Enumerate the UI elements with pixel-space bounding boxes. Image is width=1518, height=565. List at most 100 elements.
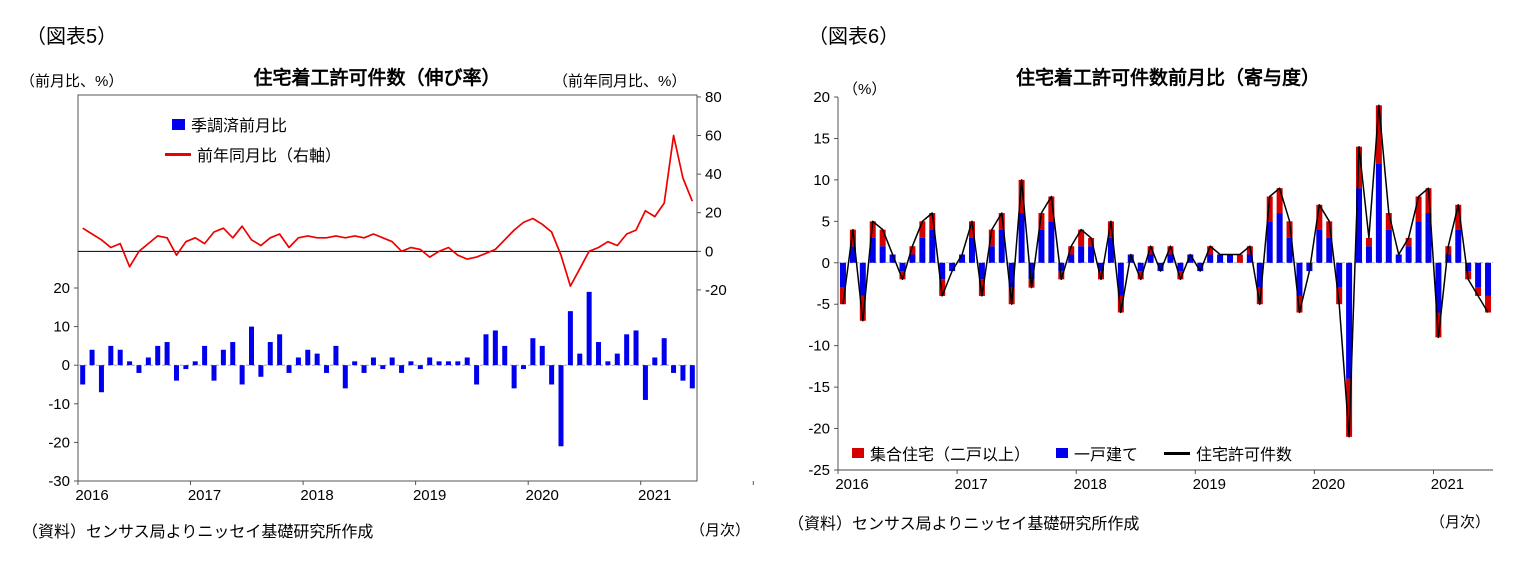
- bar: [586, 291, 592, 366]
- bar-multi: [1078, 229, 1085, 247]
- bar: [183, 365, 189, 370]
- fig5-legend-bar-label: 季調済前月比: [191, 118, 288, 135]
- bar: [324, 365, 330, 373]
- bar: [661, 338, 667, 366]
- bar: [295, 357, 301, 366]
- bar-multi: [1236, 254, 1243, 263]
- bar-multi: [849, 229, 856, 247]
- blue-bar-swatch-icon: [172, 118, 185, 130]
- bar-single: [1435, 262, 1442, 313]
- bar-multi: [1207, 246, 1214, 255]
- bar-multi: [1346, 378, 1353, 437]
- blue-bar-swatch-icon: [1056, 448, 1069, 458]
- bar-multi: [1147, 246, 1154, 255]
- bar: [399, 365, 405, 373]
- bar-single: [1445, 254, 1452, 263]
- bar-single: [929, 229, 936, 263]
- bar: [596, 342, 602, 366]
- bar-multi: [1117, 295, 1124, 313]
- bar: [474, 365, 480, 385]
- bar-single: [1425, 213, 1432, 263]
- bar-single: [879, 246, 886, 263]
- bar-multi: [1038, 213, 1045, 230]
- bar-single: [1465, 262, 1472, 272]
- bar-single: [909, 254, 916, 263]
- bar: [277, 334, 283, 366]
- bar: [220, 349, 226, 366]
- bar-single: [1455, 229, 1462, 263]
- bar-multi: [909, 246, 916, 255]
- bar: [483, 334, 489, 366]
- x-tick-label: 2021: [638, 487, 671, 504]
- bar: [202, 345, 208, 366]
- bar: [511, 365, 517, 389]
- bar: [642, 365, 648, 400]
- bar: [624, 334, 630, 366]
- bar: [361, 365, 367, 373]
- bar-single: [849, 246, 856, 263]
- bar-multi: [1435, 312, 1442, 338]
- bar-single: [939, 262, 946, 280]
- bar-single: [859, 262, 866, 296]
- bar: [380, 365, 386, 370]
- bar-multi: [839, 287, 846, 305]
- fig6-legend-single-label: 一戸建て: [1074, 447, 1139, 464]
- bar: [427, 357, 433, 366]
- bar-multi: [1425, 188, 1432, 214]
- bar-single: [1207, 254, 1214, 263]
- bar: [89, 349, 95, 366]
- bar: [492, 330, 498, 366]
- fig5-source: （資料）センサス局よりニッセイ基礎研究所作成: [22, 524, 374, 541]
- bar-single: [1475, 262, 1482, 288]
- bar-multi: [1256, 287, 1263, 305]
- y-tick-label-left: -30: [48, 473, 70, 490]
- y-tick-label-right: -20: [705, 282, 727, 299]
- bar-multi: [1068, 246, 1075, 255]
- y-tick-label-right: 80: [705, 89, 722, 106]
- bar: [314, 353, 320, 366]
- bar: [230, 342, 236, 366]
- bar: [652, 357, 658, 366]
- bar-multi: [1385, 213, 1392, 230]
- bar-single: [1147, 254, 1154, 263]
- bar: [464, 357, 470, 366]
- bar-single: [1038, 229, 1045, 263]
- bar-single: [1117, 262, 1124, 296]
- bar-single: [1356, 188, 1363, 263]
- bar-multi: [939, 279, 946, 296]
- x-tick-label: 2016: [835, 476, 868, 493]
- bar-single: [988, 246, 995, 263]
- y-tick-label: -20: [808, 421, 830, 438]
- bar-single: [1157, 262, 1164, 272]
- bar: [502, 345, 508, 366]
- bar-multi: [859, 295, 866, 321]
- red-line-swatch-icon: [165, 152, 191, 156]
- bar-multi: [968, 221, 975, 238]
- series-line: [842, 104, 1489, 438]
- bar: [333, 345, 339, 366]
- bar: [605, 361, 611, 366]
- y-tick-label-right: 20: [705, 205, 722, 222]
- bar-single: [899, 262, 906, 272]
- bar-single: [1197, 262, 1204, 272]
- bar-single: [1078, 246, 1085, 263]
- bar-multi: [1266, 196, 1273, 222]
- bar-single: [1018, 213, 1025, 263]
- bar-single: [998, 229, 1005, 263]
- bar-single: [1246, 254, 1253, 263]
- bar: [549, 365, 555, 385]
- bar: [352, 361, 358, 366]
- bar-multi: [1336, 287, 1343, 305]
- bar-multi: [988, 229, 995, 247]
- y-tick-label: 20: [813, 89, 830, 106]
- bar: [108, 345, 114, 366]
- bar: [680, 365, 686, 381]
- fig6-legend-single: 一戸建て: [1056, 441, 1138, 465]
- bar: [145, 357, 151, 366]
- bar: [305, 349, 311, 366]
- fig6-legend-total: 住宅許可件数: [1164, 441, 1292, 465]
- x-tick-label: 2019: [413, 487, 446, 504]
- bar-multi: [998, 213, 1005, 230]
- fig6-plot: 20 15 10 5 0 -5 -10 -15 -20 -25 2016 2017 2018 2019 20…: [808, 89, 1493, 493]
- bar-multi: [1177, 271, 1184, 280]
